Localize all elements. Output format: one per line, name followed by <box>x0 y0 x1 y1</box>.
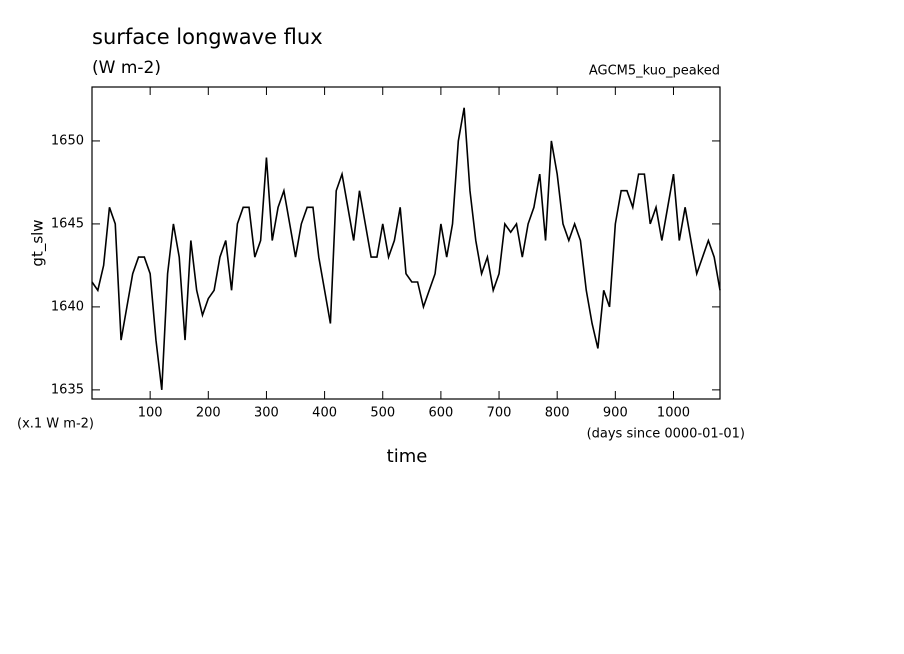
x-unit-note: (days since 0000-01-01) <box>587 427 745 442</box>
y-unit-note: (x.1 W m-2) <box>17 417 94 432</box>
x-tick-label: 200 <box>196 406 221 421</box>
annotation: AGCM5_kuo_peaked <box>589 64 720 79</box>
x-tick-label: 700 <box>487 406 512 421</box>
y-tick-label: 1650 <box>51 133 84 148</box>
x-tick-label: 600 <box>428 406 453 421</box>
x-tick-label: 900 <box>603 406 628 421</box>
chart-subtitle: (W m-2) <box>92 58 161 78</box>
y-axis-label: gt_slw <box>29 219 48 266</box>
x-tick-label: 100 <box>138 406 163 421</box>
x-tick-label: 500 <box>370 406 395 421</box>
y-tick-label: 1640 <box>51 299 84 314</box>
x-tick-label: 1000 <box>657 406 690 421</box>
x-tick-label: 300 <box>254 406 279 421</box>
y-tick-label: 1645 <box>51 216 84 231</box>
x-tick-label: 800 <box>545 406 570 421</box>
x-axis-label: time <box>387 446 428 467</box>
plot-frame <box>91 86 721 400</box>
chart-title: surface longwave flux <box>92 25 323 49</box>
y-tick-label: 1635 <box>51 382 84 397</box>
data-line <box>91 107 721 390</box>
x-tick-label: 400 <box>312 406 337 421</box>
